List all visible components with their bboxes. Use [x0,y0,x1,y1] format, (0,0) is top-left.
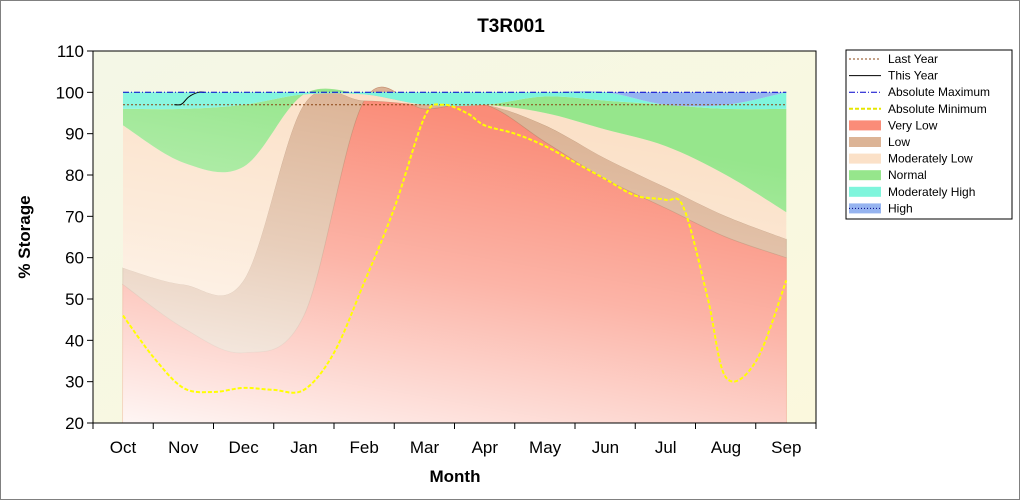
x-tick-label: May [529,438,562,457]
legend-swatch [849,153,881,164]
x-axis-title: Month [430,467,481,486]
legend-item-moderately-low: Moderately Low [849,152,973,166]
x-tick-label: Jun [592,438,619,457]
y-tick-label: 50 [65,290,84,309]
legend-label: Moderately Low [888,152,973,166]
y-axis-title: % Storage [15,195,34,278]
legend-label: This Year [888,69,938,83]
x-tick-label: Dec [228,438,259,457]
chart-title: T3R001 [477,16,545,37]
legend-label: Low [888,135,910,149]
legend-item-low: Low [849,135,910,149]
y-tick-label: 60 [65,249,84,268]
band-fade-overlay [123,92,787,423]
legend-swatch [849,170,881,181]
x-axis: Oct Nov Dec Jan Feb Mar Apr May Jun Jul Aug Sep [92,423,817,457]
line-layer [122,91,788,394]
legend-item-absolute-maximum: Absolute Maximum [849,85,990,99]
legend-swatch [849,120,881,131]
legend-swatch [849,137,881,147]
legend-item-high: High [849,201,913,215]
y-tick-label: 40 [65,331,84,350]
y-axis: 20 30 40 50 60 70 80 90 100 110 [56,42,93,433]
x-tick-label: Feb [350,438,379,457]
legend-item-last-year: Last Year [849,52,938,66]
legend: Last Year This Year Absolute Maximum Absolu… [845,49,1013,220]
legend-swatch [849,186,881,197]
x-tick-label: Jul [655,438,677,457]
y-tick-label: 90 [65,125,84,144]
series-absolute-minimum [122,103,788,394]
legend-label: Normal [888,168,927,182]
x-tick-label: Nov [168,438,199,457]
y-tick-label: 110 [57,42,84,61]
x-tick-label: Sep [771,438,801,457]
legend-label: Moderately High [888,185,975,199]
legend-item-moderately-high: Moderately High [849,185,975,199]
x-tick-label: Mar [410,438,440,457]
x-tick-label: Jan [290,438,317,457]
legend-label: Last Year [888,52,938,66]
x-tick-label: Oct [110,438,137,457]
y-tick-label: 20 [65,414,84,433]
y-tick-label: 100 [56,83,84,102]
legend-label: Very Low [888,118,938,132]
legend-label: Absolute Minimum [888,102,987,116]
y-tick-label: 70 [65,207,84,226]
legend-item-very-low: Very Low [849,118,938,132]
legend-item-this-year: This Year [849,69,938,83]
legend-item-normal: Normal [849,168,927,182]
series-this-year [174,91,205,106]
y-tick-label: 80 [65,166,84,185]
legend-label: Absolute Maximum [888,85,990,99]
x-tick-label: Apr [472,438,499,457]
x-tick-label: Aug [711,438,741,457]
y-tick-label: 30 [65,373,84,392]
legend-item-absolute-minimum: Absolute Minimum [849,102,987,116]
legend-label: High [888,201,913,215]
